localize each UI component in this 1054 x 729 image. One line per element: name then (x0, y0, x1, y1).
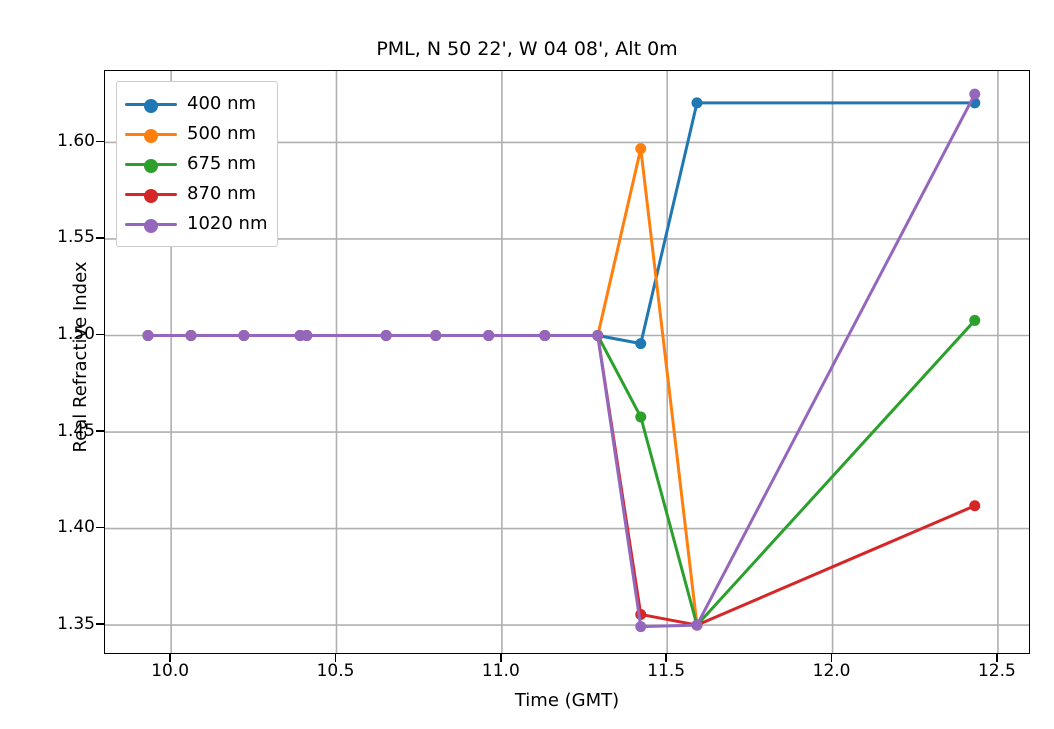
x-axis-label: Time (GMT) (514, 690, 620, 711)
x-axis-tick-labels: 10.0 10.5 11.0 11.5 12.0 12.5 (0, 663, 1054, 687)
data-point-marker (301, 329, 313, 341)
legend-label: 400 nm (187, 93, 257, 114)
series-870-nm (142, 329, 981, 631)
data-point-marker (635, 621, 647, 633)
series-line (146, 333, 977, 627)
data-point-marker (539, 329, 551, 341)
y-axis-label: Real Refractive Index (70, 261, 91, 453)
series-1020-nm (142, 88, 981, 633)
x-tick-label: 10.5 (316, 661, 355, 681)
data-point-marker (635, 338, 647, 350)
x-tick-mark (830, 654, 833, 662)
legend-marker-icon (144, 219, 158, 233)
x-tick-mark (665, 654, 667, 662)
data-point-marker (430, 329, 442, 341)
legend-marker-icon (144, 189, 158, 203)
legend-label: 500 nm (187, 123, 257, 144)
data-point-marker (483, 329, 495, 341)
data-point-marker (969, 500, 981, 512)
data-point-marker (969, 314, 981, 326)
data-point-marker (691, 97, 703, 109)
y-tick-label: 1.35 (57, 613, 95, 634)
y-tick-label: 1.55 (57, 227, 95, 248)
data-point-marker (635, 143, 647, 155)
legend-label: 1020 nm (187, 213, 268, 234)
legend-swatch-icon (125, 184, 177, 204)
data-point-marker (691, 619, 703, 631)
legend-entry-675-nm[interactable]: 675 nm (125, 149, 267, 179)
x-tick-label: 11.0 (481, 661, 520, 681)
legend-marker-icon (144, 129, 158, 143)
legend-entry-400-nm[interactable]: 400 nm (125, 89, 267, 119)
data-series-layer (142, 88, 981, 633)
series-675-nm (142, 314, 981, 631)
data-point-marker (969, 88, 981, 100)
x-tick-mark (996, 654, 998, 662)
data-point-marker (635, 411, 647, 423)
legend-entry-1020-nm[interactable]: 1020 nm (125, 209, 267, 239)
x-tick-mark (500, 654, 502, 662)
legend-entry-500-nm[interactable]: 500 nm (125, 119, 267, 149)
x-tick-label: 12.5 (977, 661, 1016, 681)
legend-marker-icon (144, 159, 158, 173)
legend-swatch-icon (125, 94, 177, 114)
y-tick-mark (96, 623, 104, 625)
legend-label: 675 nm (187, 153, 257, 174)
x-tick-mark (334, 654, 337, 662)
data-point-marker (142, 329, 154, 341)
legend-entry-870-nm[interactable]: 870 nm (125, 179, 267, 209)
legend-swatch-icon (125, 124, 177, 144)
data-point-marker (238, 329, 250, 341)
x-tick-label: 11.5 (647, 661, 686, 681)
y-tick-mark (96, 237, 104, 239)
y-tick-mark (96, 526, 104, 529)
chart-title-line-1: PML, N 50 22', W 04 08', Alt 0m (376, 38, 678, 60)
y-tick-label: 1.40 (57, 517, 95, 538)
y-tick-label: 1.45 (57, 420, 95, 441)
data-point-marker (185, 329, 197, 341)
series-line (146, 318, 977, 627)
y-tick-mark (96, 333, 104, 336)
x-tick-mark (169, 654, 171, 662)
legend-marker-icon (144, 99, 158, 113)
legend[interactable]: 400 nm 500 nm 675 nm 870 nm 1020 nm (116, 81, 279, 247)
x-tick-label: 10.0 (151, 661, 190, 681)
y-axis-tick-labels: 1.35 1.40 1.45 1.50 1.55 1.60 (20, 0, 95, 729)
x-tick-label: 12.0 (812, 661, 851, 681)
y-tick-mark (96, 140, 104, 143)
y-tick-label: 1.50 (57, 323, 95, 344)
legend-swatch-icon (125, 214, 177, 234)
legend-swatch-icon (125, 154, 177, 174)
legend-label: 870 nm (187, 183, 257, 204)
data-point-marker (592, 329, 604, 341)
y-tick-mark (96, 430, 104, 432)
data-point-marker (380, 329, 392, 341)
y-tick-label: 1.60 (57, 130, 95, 151)
